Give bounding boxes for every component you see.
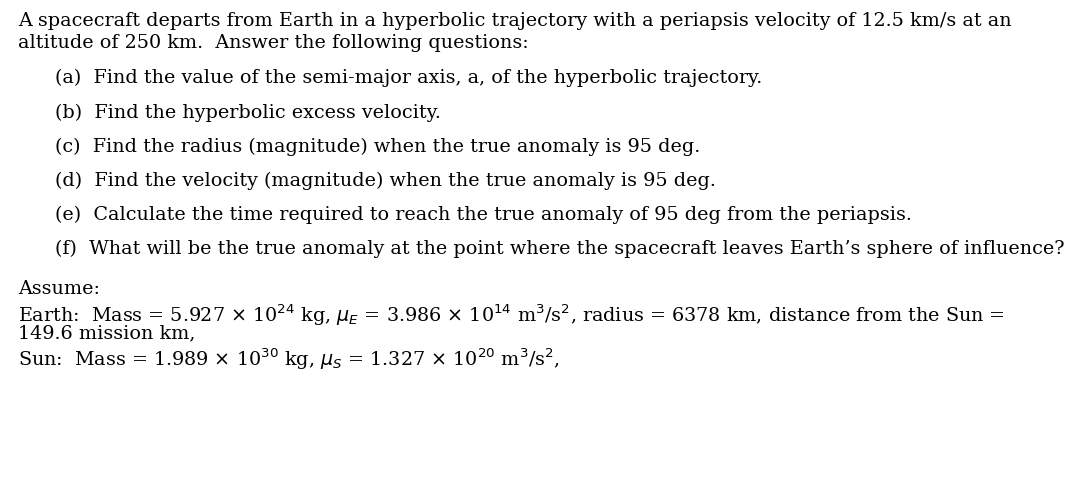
Text: A spacecraft departs from Earth in a hyperbolic trajectory with a periapsis velo: A spacecraft departs from Earth in a hyp…	[18, 12, 1012, 30]
Text: (f)  What will be the true anomaly at the point where the spacecraft leaves Eart: (f) What will be the true anomaly at the…	[55, 240, 1065, 258]
Text: (a)  Find the value of the semi-major axis, a, of the hyperbolic trajectory.: (a) Find the value of the semi-major axi…	[55, 69, 762, 88]
Text: (e)  Calculate the time required to reach the true anomaly of 95 deg from the pe: (e) Calculate the time required to reach…	[55, 206, 912, 224]
Text: Earth:  Mass = 5.927 $\times$ 10$^{24}$ kg, $\mu_E$ = 3.986 $\times$ 10$^{14}$ m: Earth: Mass = 5.927 $\times$ 10$^{24}$ k…	[18, 302, 1004, 328]
Text: (c)  Find the radius (magnitude) when the true anomaly is 95 deg.: (c) Find the radius (magnitude) when the…	[55, 137, 700, 155]
Text: (d)  Find the velocity (magnitude) when the true anomaly is 95 deg.: (d) Find the velocity (magnitude) when t…	[55, 172, 716, 190]
Text: altitude of 250 km.  Answer the following questions:: altitude of 250 km. Answer the following…	[18, 34, 529, 52]
Text: Assume:: Assume:	[18, 280, 100, 298]
Text: (b)  Find the hyperbolic excess velocity.: (b) Find the hyperbolic excess velocity.	[55, 103, 441, 122]
Text: Sun:  Mass = 1.989 $\times$ 10$^{30}$ kg, $\mu_S$ = 1.327 $\times$ 10$^{20}$ m$^: Sun: Mass = 1.989 $\times$ 10$^{30}$ kg,…	[18, 347, 559, 372]
Text: 149.6 mission km,: 149.6 mission km,	[18, 324, 195, 343]
